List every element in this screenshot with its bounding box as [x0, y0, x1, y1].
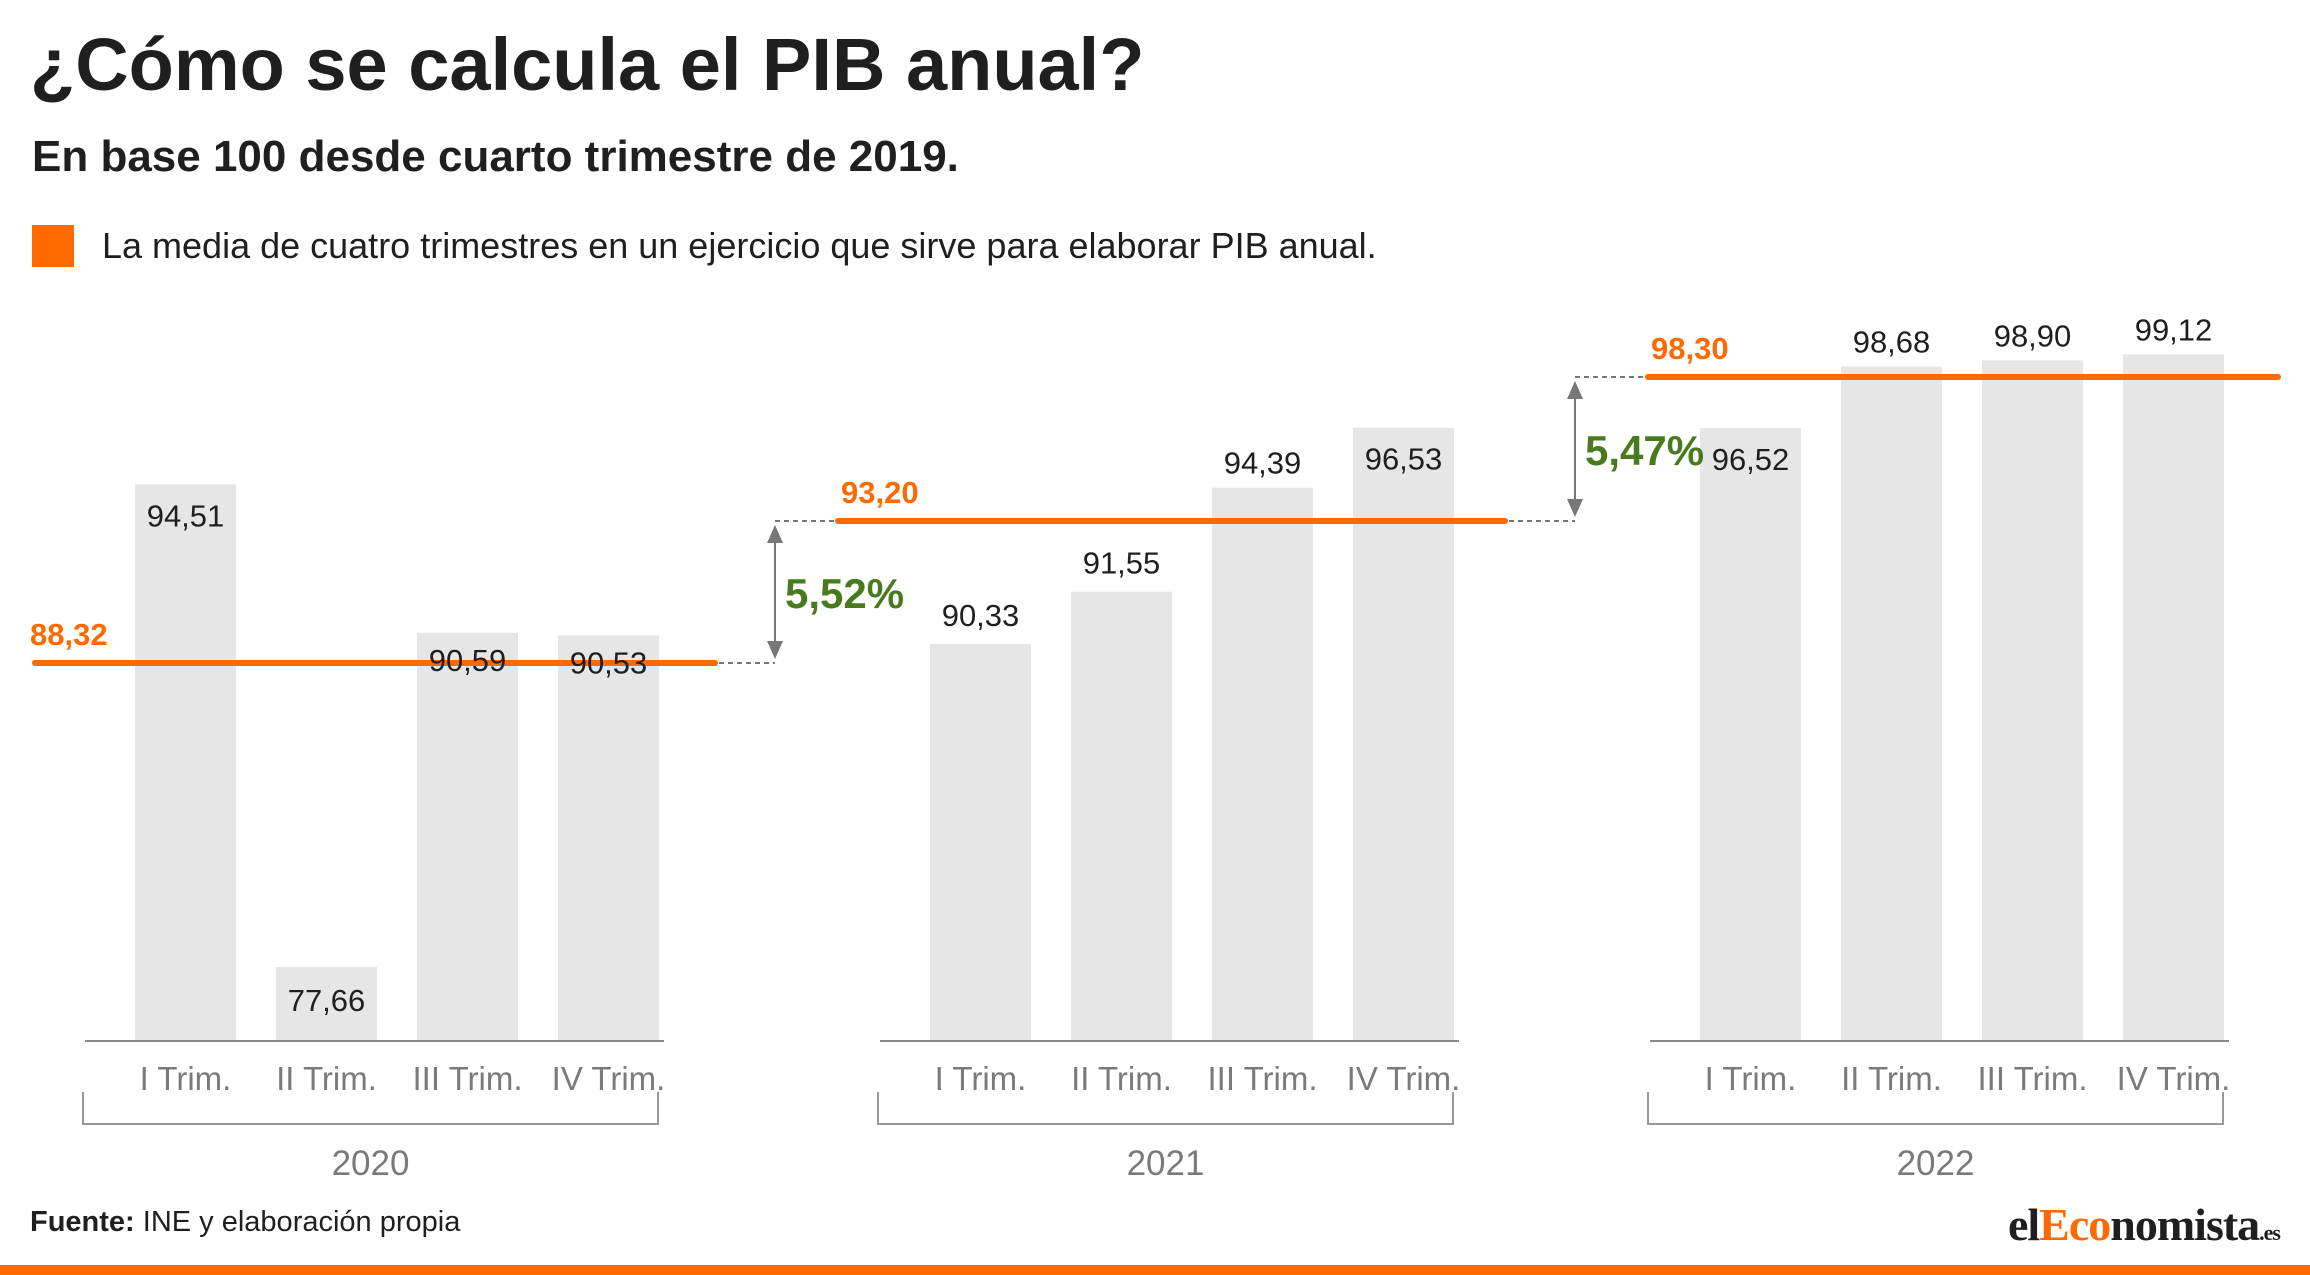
year-bracket-2020 — [82, 1092, 659, 1125]
bar-2021-q4 — [1353, 427, 1454, 1041]
year-bracket-2021 — [877, 1092, 1454, 1125]
bar-2021-q1 — [930, 644, 1031, 1041]
bar-2021-q2 — [1071, 591, 1172, 1041]
bar-2020-q2 — [276, 967, 377, 1041]
logo-part-4: .es — [2259, 1220, 2281, 1245]
chart-title: ¿Cómo se calcula el PIB anual? — [30, 23, 1145, 106]
tick-label-2022-q2: II Trim. — [1841, 1060, 1942, 1097]
bar-2020-q1 — [135, 484, 236, 1042]
value-label-2021-q3: 94,39 — [1224, 446, 1302, 481]
tick-label-2020-q4: IV Trim. — [552, 1060, 666, 1097]
tick-label-2022-q3: III Trim. — [1978, 1060, 2088, 1097]
bar-2021-q3 — [1212, 487, 1313, 1041]
tick-label-2020-q2: II Trim. — [276, 1060, 377, 1097]
average-label-2021: 93,20 — [841, 475, 919, 510]
value-label-2022-q3: 98,90 — [1994, 318, 2072, 353]
value-label-2021-q1: 90,33 — [942, 598, 1020, 633]
legend-label: La media de cuatro trimestres en un ejer… — [102, 225, 1377, 266]
tick-label-2021-q3: III Trim. — [1208, 1060, 1318, 1097]
value-label-2022-q4: 99,12 — [2135, 312, 2213, 347]
chart-subtitle: En base 100 desde cuarto trimestre de 20… — [32, 132, 959, 181]
value-label-2021-q4: 96,53 — [1365, 442, 1443, 477]
average-label-2020: 88,32 — [30, 617, 108, 652]
source-note: Fuente: INE y elaboración propia — [30, 1206, 460, 1239]
year-bracket-2022 — [1647, 1092, 2224, 1125]
tick-label-2021-q2: II Trim. — [1071, 1060, 1172, 1097]
legend-swatch — [32, 225, 74, 267]
bar-2020-q3 — [417, 632, 518, 1041]
bar-2022-q2 — [1841, 366, 1942, 1041]
tick-label-2020-q1: I Trim. — [140, 1060, 232, 1097]
year-label-2020: 2020 — [332, 1144, 410, 1183]
bar-2020-q4 — [558, 635, 659, 1041]
logo-part-3: nomista — [2110, 1199, 2260, 1250]
growth-arrow-up-2021 — [767, 525, 783, 543]
growth-arrow-up-2022 — [1567, 381, 1583, 399]
source-text: INE y elaboración propia — [134, 1206, 461, 1238]
logo-part-2: Eco — [2039, 1199, 2111, 1250]
logo-part-1: el — [2007, 1199, 2040, 1250]
tick-label-2021-q1: I Trim. — [935, 1060, 1027, 1097]
value-label-2020-q2: 77,66 — [288, 983, 366, 1018]
growth-arrow-down-2021 — [767, 641, 783, 659]
average-label-2022: 98,30 — [1651, 331, 1729, 366]
year-label-2021: 2021 — [1127, 1144, 1205, 1183]
value-label-2020-q3: 90,59 — [429, 643, 507, 678]
value-label-2020-q4: 90,53 — [570, 645, 648, 680]
source-prefix: Fuente: — [30, 1206, 135, 1238]
bar-2022-q1 — [1700, 428, 1801, 1041]
value-label-2022-q1: 96,52 — [1712, 442, 1790, 477]
value-label-2020-q1: 94,51 — [147, 498, 225, 533]
tick-label-2022-q1: I Trim. — [1705, 1060, 1797, 1097]
growth-label-2021: 5,52% — [785, 570, 904, 617]
value-label-2022-q2: 98,68 — [1853, 324, 1931, 359]
bar-2022-q4 — [2123, 354, 2224, 1041]
year-label-2022: 2022 — [1897, 1144, 1975, 1183]
tick-label-2022-q4: IV Trim. — [2117, 1060, 2231, 1097]
publisher-logo[interactable]: elEconomista.es — [2007, 1198, 2281, 1251]
growth-arrow-down-2022 — [1567, 499, 1583, 517]
bottom-accent-bar — [0, 1265, 2310, 1275]
growth-label-2022: 5,47% — [1585, 427, 1704, 474]
tick-label-2021-q4: IV Trim. — [1347, 1060, 1461, 1097]
value-label-2021-q2: 91,55 — [1083, 546, 1161, 581]
legend: La media de cuatro trimestres en un ejer… — [32, 224, 1377, 268]
bar-2022-q3 — [1982, 360, 2083, 1042]
tick-label-2020-q3: III Trim. — [413, 1060, 523, 1097]
